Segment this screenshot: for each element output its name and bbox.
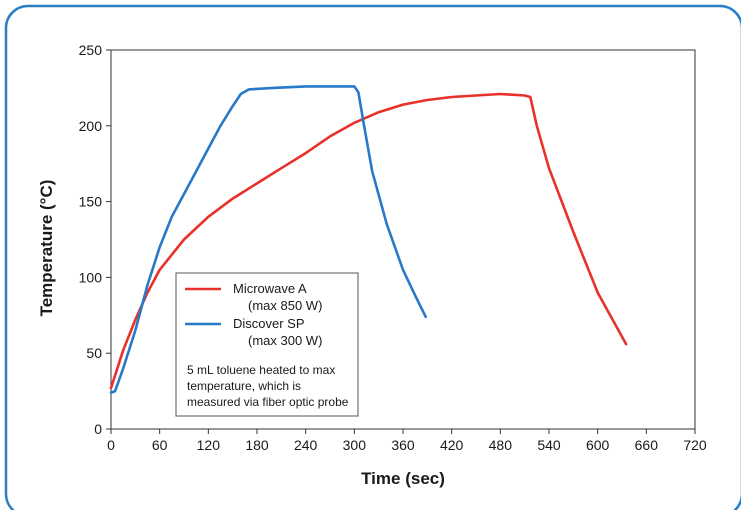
x-tick-label: 720	[683, 437, 707, 453]
legend-note-line: measured via fiber optic probe	[187, 395, 349, 409]
series-line-discover-sp	[109, 85, 427, 394]
x-tick-label: 600	[586, 437, 610, 453]
x-tick-label: 240	[294, 437, 318, 453]
y-tick-label: 50	[86, 345, 102, 361]
x-tick-label: 540	[537, 437, 561, 453]
legend-note-line: temperature, which is	[187, 379, 301, 393]
series-layer	[109, 85, 628, 394]
legend-label-2: Discover SP	[233, 316, 305, 331]
x-tick-label: 420	[440, 437, 464, 453]
series-line-microwave-a	[109, 92, 628, 390]
plot-area: 0 60 120 180 240 300 360 420 480 540 600 660 720 0 50 1…	[79, 42, 707, 453]
legend-note-line: 5 mL toluene heated to max	[187, 363, 335, 377]
legend-box	[175, 272, 359, 417]
y-tick-label: 200	[79, 118, 103, 134]
y-tick-label: 100	[79, 269, 103, 285]
x-tick-label: 180	[245, 437, 269, 453]
x-tick-label: 300	[343, 437, 367, 453]
legend: Microwave A (max 850 W) Discover SP (max 30…	[175, 272, 359, 417]
x-tick-label: 0	[107, 437, 115, 453]
chart-frame	[4, 4, 741, 510]
legend-detail-1: (max 850 W)	[248, 298, 322, 313]
x-tick-label: 360	[391, 437, 415, 453]
y-tick-label: 0	[94, 421, 102, 437]
y-tick-label: 150	[79, 194, 103, 210]
legend-detail-2: (max 300 W)	[248, 333, 322, 348]
x-axis-title: Time (sec)	[361, 469, 445, 488]
y-axis-title: Temperature (°C)	[37, 180, 56, 317]
legend-label-1: Microwave A	[233, 281, 307, 296]
x-tick-label: 660	[635, 437, 659, 453]
x-tick-label: 120	[197, 437, 221, 453]
x-tick-label: 480	[489, 437, 513, 453]
y-tick-label: 250	[79, 42, 103, 58]
x-tick-label: 60	[152, 437, 168, 453]
